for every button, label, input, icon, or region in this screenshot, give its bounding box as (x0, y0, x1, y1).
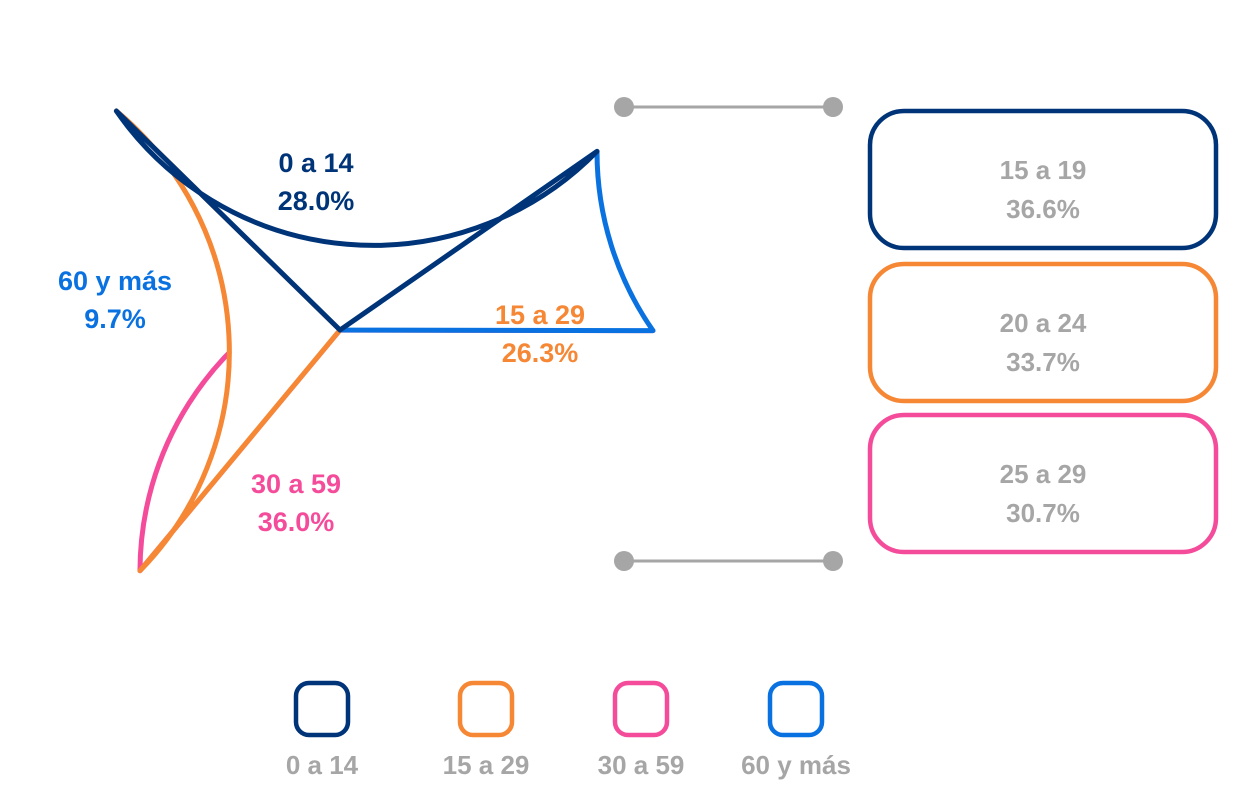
connector-bottom-right-dot (823, 551, 843, 571)
breakdown-box-value: 36.6% (1006, 194, 1080, 224)
breakdown-box-value: 33.7% (1006, 347, 1080, 377)
breakdown-box-category: 25 a 29 (1000, 459, 1087, 489)
connector-top-left-dot (614, 97, 634, 117)
pie-chart (113, 108, 656, 574)
pie-label-60-y-mas: 60 y más 9.7% (58, 266, 172, 334)
legend-label: 15 a 29 (443, 750, 530, 780)
legend-item-30-a-59: 30 a 59 (598, 680, 685, 780)
breakdown-box-category: 15 a 19 (1000, 155, 1087, 185)
breakdown-boxes: 15 a 19 36.6% 20 a 24 33.7% 25 a 29 30.7% (867, 108, 1219, 555)
breakdown-box-25-a-29: 25 a 29 30.7% (867, 412, 1219, 555)
legend: 0 a 14 15 a 29 30 a 59 60 y más (286, 680, 851, 780)
legend-item-0-a-14: 0 a 14 (286, 680, 359, 780)
pie-label-value: 28.0% (278, 186, 355, 216)
connector-bottom-left-dot (614, 551, 634, 571)
legend-swatch (457, 680, 515, 738)
pie-label-15-a-29: 15 a 29 26.3% (495, 300, 585, 368)
pie-labels: 0 a 14 28.0% 15 a 29 26.3% 30 a 59 36.0% 60 y … (58, 148, 585, 537)
breakdown-box-frame (867, 261, 1219, 404)
pie-label-category: 0 a 14 (278, 148, 353, 178)
breakdown-box-frame (867, 412, 1219, 555)
legend-item-60-y-mas: 60 y más (741, 680, 851, 780)
legend-label: 30 a 59 (598, 750, 685, 780)
connector-top-right-dot (823, 97, 843, 117)
pie-slice-0-a-14 (113, 108, 600, 333)
pie-label-value: 9.7% (84, 304, 146, 334)
pie-slice-60-y-mas (337, 148, 656, 334)
legend-swatch (293, 680, 351, 738)
legend-swatch (612, 680, 670, 738)
pie-label-category: 30 a 59 (251, 469, 341, 499)
breakdown-box-15-a-19: 15 a 19 36.6% (867, 108, 1219, 251)
pie-label-category: 15 a 29 (495, 300, 585, 330)
legend-label: 0 a 14 (286, 750, 359, 780)
breakdown-box-20-a-24: 20 a 24 33.7% (867, 261, 1219, 404)
connector-lines (614, 97, 843, 571)
legend-label: 60 y más (741, 750, 851, 780)
legend-swatch (767, 680, 825, 738)
pie-label-0-a-14: 0 a 14 28.0% (278, 148, 355, 216)
legend-item-15-a-29: 15 a 29 (443, 680, 530, 780)
breakdown-box-value: 30.7% (1006, 498, 1080, 528)
pie-label-30-a-59: 30 a 59 36.0% (251, 469, 341, 537)
pie-label-category: 60 y más (58, 266, 172, 296)
breakdown-box-frame (867, 108, 1219, 251)
pie-label-value: 36.0% (258, 507, 335, 537)
pie-label-value: 26.3% (502, 338, 579, 368)
breakdown-box-category: 20 a 24 (1000, 308, 1087, 338)
